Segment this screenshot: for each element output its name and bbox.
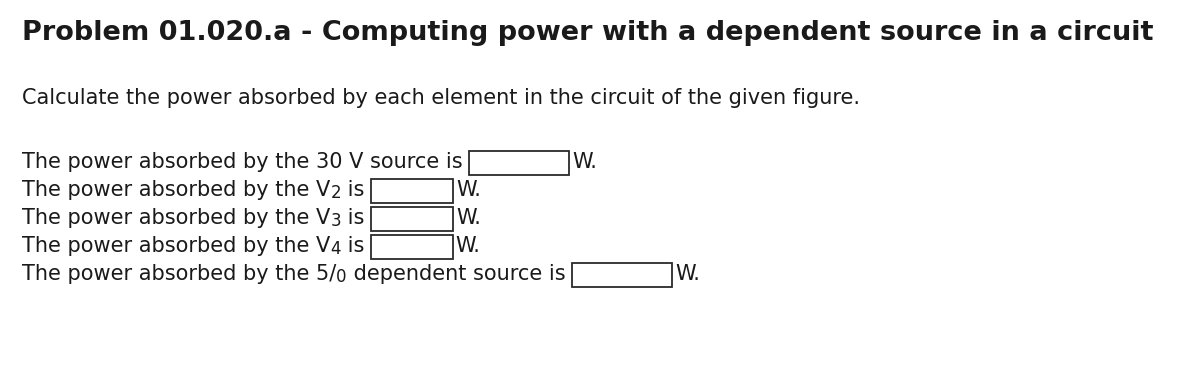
Text: W.: W. bbox=[456, 208, 481, 228]
Text: W.: W. bbox=[456, 180, 481, 200]
Text: The power absorbed by the 30 V source is: The power absorbed by the 30 V source is bbox=[22, 152, 469, 172]
Bar bbox=[572, 263, 672, 287]
Text: is: is bbox=[341, 208, 371, 228]
Text: W.: W. bbox=[674, 264, 700, 284]
Bar bbox=[469, 151, 569, 175]
Text: The power absorbed by the V: The power absorbed by the V bbox=[22, 180, 330, 200]
Text: Problem 01.020.a - Computing power with a dependent source in a circuit: Problem 01.020.a - Computing power with … bbox=[22, 20, 1153, 46]
Text: 3: 3 bbox=[330, 212, 341, 230]
Bar bbox=[371, 235, 452, 259]
Text: The power absorbed by the V: The power absorbed by the V bbox=[22, 208, 330, 228]
Text: dependent source is: dependent source is bbox=[347, 264, 572, 284]
Text: is: is bbox=[341, 236, 371, 256]
Text: is: is bbox=[341, 180, 371, 200]
Text: W.: W. bbox=[572, 152, 598, 172]
Bar bbox=[371, 207, 452, 231]
Text: 0: 0 bbox=[336, 268, 347, 286]
Text: The power absorbed by the V: The power absorbed by the V bbox=[22, 236, 330, 256]
Bar bbox=[371, 179, 452, 203]
Text: 4: 4 bbox=[330, 240, 341, 258]
Text: Calculate the power absorbed by each element in the circuit of the given figure.: Calculate the power absorbed by each ele… bbox=[22, 88, 860, 108]
Text: The power absorbed by the 5/: The power absorbed by the 5/ bbox=[22, 264, 336, 284]
Text: 2: 2 bbox=[330, 184, 341, 202]
Text: W.: W. bbox=[456, 236, 481, 256]
